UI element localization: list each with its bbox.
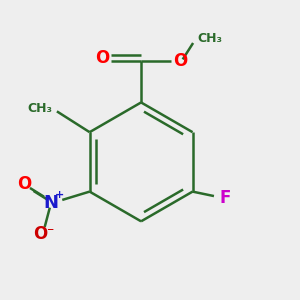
Text: O: O (17, 175, 31, 193)
Text: O: O (173, 52, 188, 70)
Text: N: N (44, 194, 59, 212)
Text: O: O (33, 225, 48, 243)
Text: CH₃: CH₃ (28, 102, 52, 115)
Text: CH₃: CH₃ (198, 32, 223, 45)
Text: F: F (220, 189, 231, 207)
Text: O: O (95, 49, 110, 67)
Text: +: + (55, 190, 64, 200)
Text: ⁻: ⁻ (46, 225, 54, 239)
